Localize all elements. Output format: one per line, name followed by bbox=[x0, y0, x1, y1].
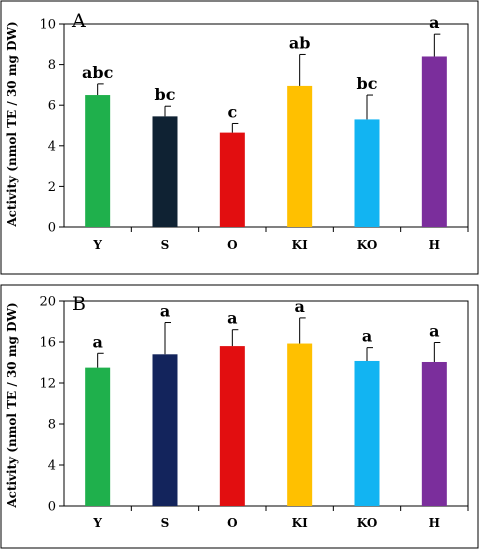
x-tick-label: KI bbox=[292, 516, 308, 530]
y-tick-label: 16 bbox=[39, 336, 56, 351]
significance-label: a bbox=[429, 13, 439, 32]
bar bbox=[421, 361, 447, 506]
bar bbox=[152, 354, 178, 506]
plot-area bbox=[63, 300, 469, 507]
bar bbox=[287, 343, 313, 506]
x-tick-label: KO bbox=[357, 238, 378, 252]
x-tick-label: KO bbox=[357, 516, 378, 530]
significance-label: a bbox=[227, 309, 237, 328]
x-tick-label: H bbox=[429, 238, 440, 252]
y-tick-label: 0 bbox=[48, 500, 56, 515]
significance-label: a bbox=[294, 297, 304, 316]
significance-label: a bbox=[362, 327, 372, 346]
x-tick-label: O bbox=[227, 238, 237, 252]
plot-area bbox=[63, 23, 469, 228]
panel-label: A bbox=[71, 10, 86, 32]
panel-label: B bbox=[72, 293, 86, 315]
y-axis-title: Activity (nmol TE / 30 mg DW) bbox=[5, 21, 19, 227]
y-tick-label: 10 bbox=[39, 18, 56, 33]
axes: 0 4 8 12 16 20 Y S O KI KO H bbox=[39, 295, 469, 530]
panel-frame bbox=[0, 284, 479, 549]
significance-label: ab bbox=[289, 33, 311, 52]
x-tick-label: O bbox=[227, 516, 237, 530]
significance-label: a bbox=[160, 302, 170, 321]
y-tick-label: 8 bbox=[48, 418, 56, 433]
bars: a a a a a a bbox=[85, 297, 447, 506]
x-tick-label: H bbox=[429, 516, 440, 530]
bar bbox=[85, 95, 111, 227]
x-tick-label: Y bbox=[92, 516, 102, 530]
y-tick-label: 2 bbox=[48, 180, 56, 195]
bar bbox=[421, 56, 447, 228]
significance-label: a bbox=[92, 332, 102, 351]
bar bbox=[219, 132, 245, 227]
y-tick-label: 20 bbox=[39, 295, 56, 310]
axes: 0 2 4 6 8 10 Y S O KI KO H bbox=[39, 18, 469, 252]
y-tick-label: 12 bbox=[39, 377, 56, 392]
bars: abc bc c ab bc a bbox=[82, 13, 447, 228]
significance-label: abc bbox=[82, 63, 114, 82]
y-tick-label: 8 bbox=[48, 58, 56, 73]
bar bbox=[354, 119, 380, 227]
x-tick-label: S bbox=[161, 516, 170, 530]
bar bbox=[219, 346, 245, 506]
significance-label: a bbox=[429, 322, 439, 341]
x-tick-label: Y bbox=[92, 238, 102, 252]
panel-frame bbox=[0, 0, 479, 275]
y-tick-label: 6 bbox=[48, 99, 56, 114]
chart-panel-a: A Activity (nmol TE / 30 mg DW) 0 2 4 6 8 10 Y… bbox=[0, 0, 479, 275]
significance-label: bc bbox=[357, 74, 378, 93]
x-tick-label: KI bbox=[292, 238, 308, 252]
y-axis-title: Activity (nmol TE / 30 mg DW) bbox=[5, 302, 19, 508]
bar bbox=[85, 367, 111, 506]
chart-panel-b: B Activity (nmol TE / 30 mg DW) 0 4 8 12 16 2… bbox=[0, 284, 479, 549]
bar bbox=[287, 85, 313, 227]
y-tick-label: 0 bbox=[48, 221, 56, 236]
x-tick-label: S bbox=[161, 238, 170, 252]
bar bbox=[354, 360, 380, 506]
y-tick-label: 4 bbox=[48, 459, 56, 474]
y-tick-label: 4 bbox=[48, 139, 56, 154]
significance-label: bc bbox=[155, 85, 176, 104]
significance-label: c bbox=[227, 102, 237, 121]
bar bbox=[152, 116, 178, 227]
